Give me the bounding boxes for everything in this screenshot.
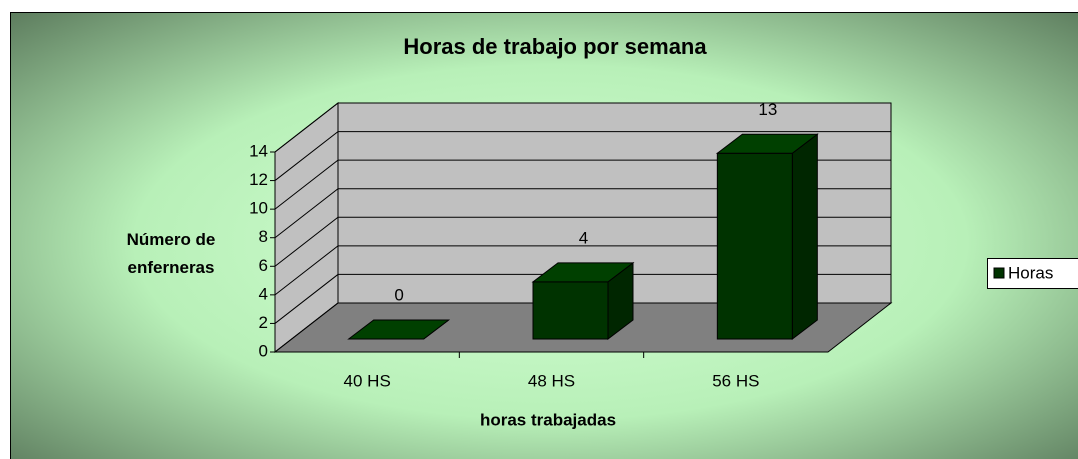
bar-top [347,319,451,340]
chart-title: Horas de trabajo por semana [403,34,707,59]
bar-front [532,281,609,340]
y-tick-label: 4 [259,284,268,303]
grid-line [274,102,891,153]
y-tick-label: 8 [259,227,268,246]
y-tick-label: 14 [249,141,268,160]
y-axis-label: Número de enferneras [126,230,216,277]
y-tick-label: 12 [249,170,268,189]
grid-line [274,216,891,267]
y-tick-label: 10 [249,199,268,218]
bar-top [715,133,819,154]
x-tick-label: 48 HS [528,371,575,390]
bar [715,133,819,341]
y-tick-label: 6 [259,256,268,275]
x-axis-label: horas trabajadas [480,410,616,429]
data-label: 0 [394,285,403,304]
bar [347,319,451,340]
bar-front [716,152,793,340]
data-label: 4 [579,228,588,247]
grid-line [274,188,891,239]
legend-label: Horas [1008,263,1053,282]
legend-swatch [993,267,1005,279]
grid-line [274,245,891,296]
y-tick-label: 0 [259,341,268,360]
grid-line [274,302,891,353]
grid-line [274,273,891,324]
grid-line [274,159,891,210]
data-label: 13 [758,100,777,119]
x-tick-label: 56 HS [712,371,759,390]
grid-line [274,131,891,181]
bar [531,261,635,341]
x-tick-label: 40 HS [344,371,391,390]
bar-side [791,133,818,341]
y-tick-label: 2 [259,313,268,332]
bar-top [531,262,635,283]
